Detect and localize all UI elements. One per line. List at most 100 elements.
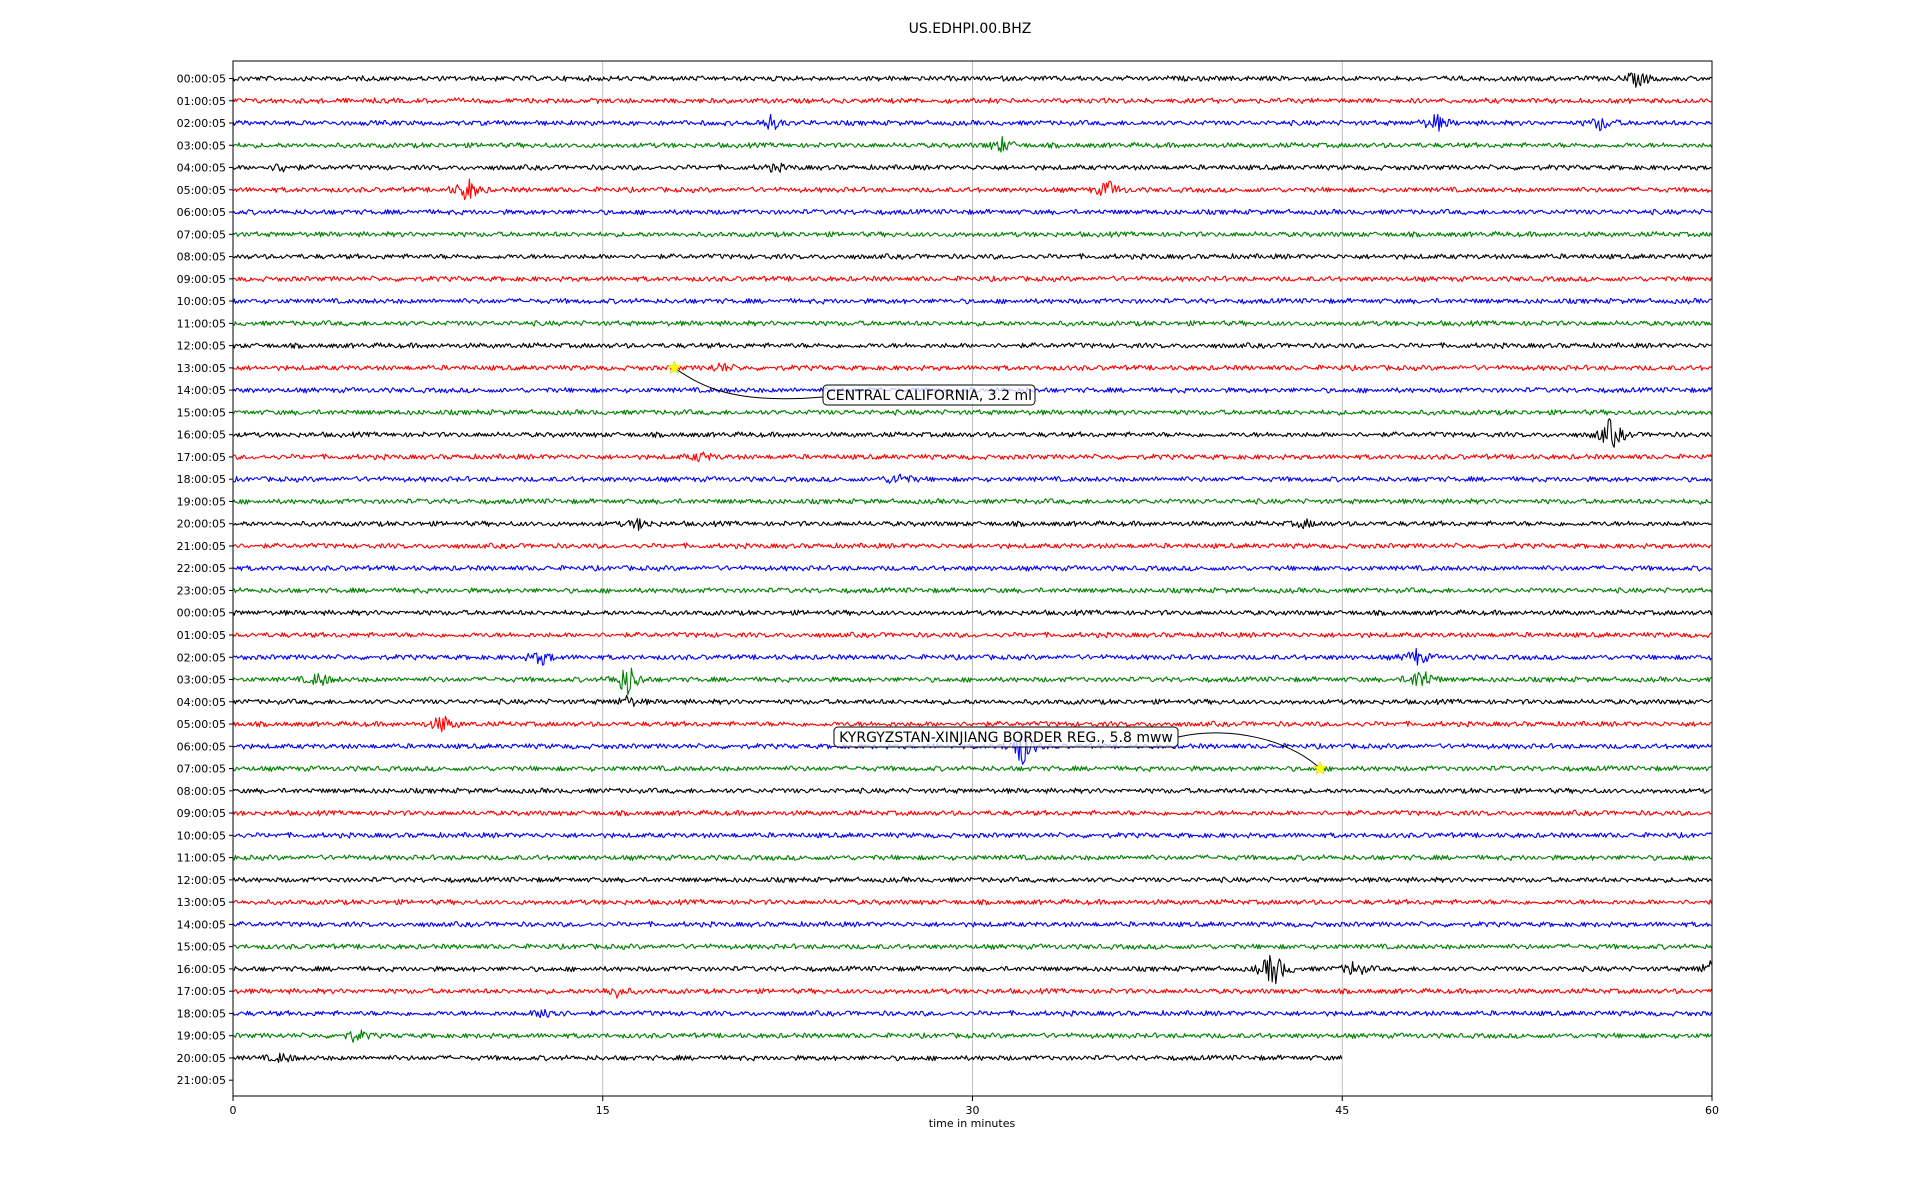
row-time-label: 15:00:05 (177, 941, 226, 954)
x-tick-label: 60 (1705, 1104, 1719, 1117)
trace-line (232, 631, 1712, 639)
trace-line (232, 876, 1712, 884)
row-time-label: 23:00:05 (177, 584, 226, 597)
row-time-label: 06:00:05 (177, 740, 226, 753)
chart-title: US.EDHPI.00.BHZ (908, 21, 1032, 37)
trace-line (232, 253, 1712, 260)
trace-line (232, 418, 1712, 448)
row-time-label: 10:00:05 (177, 829, 226, 842)
x-tick-label: 15 (596, 1104, 610, 1117)
trace-line (232, 943, 1712, 950)
trace-line (232, 275, 1712, 283)
trace-line (232, 208, 1712, 216)
trace-line (232, 898, 1712, 906)
row-time-label: 20:00:05 (177, 518, 226, 531)
row-time-label: 06:00:05 (177, 206, 226, 219)
trace-line (232, 473, 1712, 484)
event-connector (1177, 732, 1321, 769)
trace-line (232, 647, 1712, 666)
row-time-label: 07:00:05 (177, 228, 226, 241)
trace-line (232, 320, 1712, 327)
trace-line (232, 409, 1712, 416)
trace-line (232, 987, 1712, 999)
trace-line (232, 451, 1712, 463)
row-time-label: 03:00:05 (177, 674, 226, 687)
row-time-label: 07:00:05 (177, 763, 226, 776)
row-time-label: 04:00:05 (177, 696, 226, 709)
trace-line (233, 954, 1712, 985)
row-time-label: 05:00:05 (177, 184, 226, 197)
row-time-label: 14:00:05 (177, 918, 226, 931)
row-time-label: 00:00:05 (177, 73, 226, 86)
trace-line (232, 694, 1712, 707)
trace-line (232, 1052, 1343, 1064)
plot-frame (232, 60, 1713, 1097)
event-annotation: KYRGYZSTAN-XINJIANG BORDER REG., 5.8 mww (833, 726, 1328, 775)
row-time-label: 12:00:05 (177, 340, 226, 353)
trace-line (232, 765, 1712, 772)
row-time-label: 16:00:05 (177, 429, 226, 442)
row-time-label: 18:00:05 (177, 473, 226, 486)
row-time-label: 02:00:05 (177, 651, 226, 664)
row-time-label: 01:00:05 (177, 95, 226, 108)
trace-line (232, 72, 1712, 88)
event-annotation: CENTRAL CALIFORNIA, 3.2 ml (666, 360, 1036, 406)
row-time-label: 09:00:05 (177, 807, 226, 820)
trace-line (232, 297, 1712, 305)
trace-line (232, 609, 1712, 617)
trace-line (232, 854, 1712, 862)
x-tick-label: 45 (1335, 1104, 1349, 1117)
event-annotations: CENTRAL CALIFORNIA, 3.2 ml KYRGYZSTAN-XIN… (666, 360, 1328, 775)
trace-line (232, 162, 1712, 173)
trace-line (232, 542, 1712, 550)
trace-line (232, 809, 1712, 817)
row-time-label: 22:00:05 (177, 562, 226, 575)
row-time-label: 11:00:05 (177, 317, 226, 330)
trace-line (232, 113, 1712, 132)
row-time-label: 04:00:05 (177, 162, 226, 175)
trace-line (232, 135, 1712, 153)
event-connector (673, 367, 824, 400)
event-label-box (833, 726, 1179, 748)
event-star-marker (666, 360, 682, 375)
event-label: CENTRAL CALIFORNIA, 3.2 ml (826, 388, 1032, 404)
trace-line (232, 1008, 1712, 1019)
trace-line (232, 787, 1712, 795)
x-axis-label: time in minutes (929, 1117, 1016, 1130)
x-tick-label: 0 (230, 1104, 237, 1117)
row-time-label: 08:00:05 (177, 251, 226, 264)
trace-line (232, 667, 1712, 696)
row-time-label: 09:00:05 (177, 273, 226, 286)
trace-line (232, 920, 1712, 928)
row-time-label: 14:00:05 (177, 384, 226, 397)
trace-line (232, 362, 1712, 372)
trace-line (232, 1029, 1712, 1043)
row-time-label: 01:00:05 (177, 629, 226, 642)
row-time-label: 15:00:05 (177, 406, 226, 419)
row-time-label: 10:00:05 (177, 295, 226, 308)
row-time-label: 12:00:05 (177, 874, 226, 887)
event-label: KYRGYZSTAN-XINJIANG BORDER REG., 5.8 mww (839, 730, 1173, 746)
trace-line (232, 715, 1712, 733)
trace-line (233, 178, 1712, 201)
trace-line (232, 587, 1712, 594)
row-time-label: 19:00:05 (177, 1030, 226, 1043)
row-time-label: 13:00:05 (177, 896, 226, 909)
row-time-label: 03:00:05 (177, 139, 226, 152)
trace-line (232, 831, 1712, 839)
row-time-label: 08:00:05 (177, 785, 226, 798)
row-time-label: 18:00:05 (177, 1007, 226, 1020)
x-tick-label: 30 (966, 1104, 980, 1117)
event-star-marker (1312, 760, 1328, 775)
row-time-label: 19:00:05 (177, 495, 226, 508)
row-time-label: 17:00:05 (177, 451, 226, 464)
trace-line (232, 342, 1712, 350)
trace-lines (232, 72, 1712, 1064)
row-time-label: 13:00:05 (177, 362, 226, 375)
row-time-label: 20:00:05 (177, 1052, 226, 1065)
row-time-label: 17:00:05 (177, 985, 226, 998)
trace-line (232, 230, 1712, 238)
row-time-label: 21:00:05 (177, 540, 226, 553)
row-time-label: 11:00:05 (177, 852, 226, 865)
